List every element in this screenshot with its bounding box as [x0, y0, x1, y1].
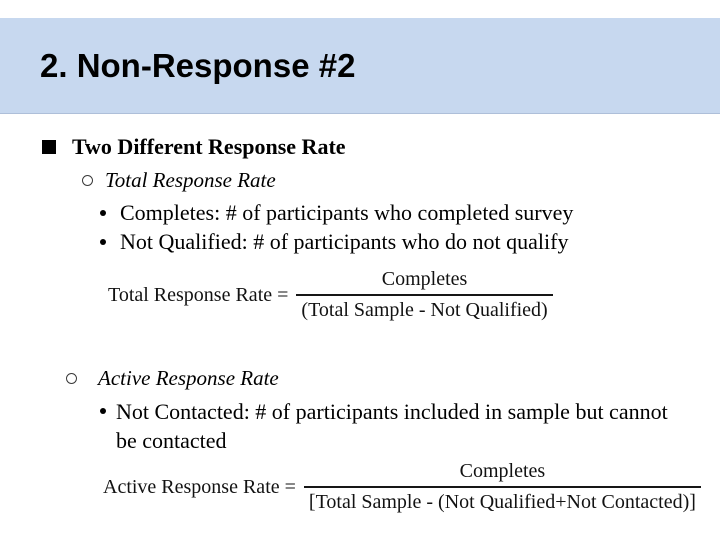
formula2-denominator: [Total Sample - (Not Qualified+Not Conta…	[308, 491, 696, 513]
circle-bullet-icon	[82, 175, 93, 186]
bullet-not-qualified: Not Qualified: # of participants who do …	[100, 227, 568, 256]
formula1-denominator: (Total Sample - Not Qualified)	[301, 299, 548, 321]
bullet-completes: Completes: # of participants who complet…	[100, 198, 573, 227]
formula1-fraction: Completes (Total Sample - Not Qualified)	[296, 268, 553, 322]
total-response-rate-label: Total Response Rate	[105, 168, 276, 192]
active-response-rate-formula: Active Response Rate = Completes [Total …	[103, 460, 701, 514]
formula2-fraction: Completes [Total Sample - (Not Qualified…	[303, 460, 701, 514]
heading-row: Two Different Response Rate	[42, 134, 346, 160]
heading-text: Two Different Response Rate	[72, 134, 346, 159]
total-response-rate-row: Total Response Rate	[82, 168, 276, 193]
formula1-numerator: Completes	[296, 268, 553, 296]
active-response-rate-row: Active Response Rate	[66, 366, 279, 391]
bullet-not-contacted-text: Not Contacted: # of participants include…	[116, 399, 668, 453]
dot-bullet-icon	[100, 408, 106, 414]
formula2-numerator: Completes	[303, 460, 701, 488]
formula2-lhs: Active Response Rate =	[103, 475, 296, 498]
bullet-not-qualified-text: Not Qualified: # of participants who do …	[120, 229, 569, 254]
bullet-completes-text: Completes: # of participants who complet…	[120, 200, 574, 225]
active-response-rate-label: Active Response Rate	[98, 366, 279, 390]
dot-bullet-icon	[100, 238, 106, 245]
square-bullet-icon	[42, 140, 56, 154]
circle-bullet-icon	[66, 373, 77, 384]
slide-title: 2. Non-Response #2	[40, 46, 356, 84]
total-response-rate-formula: Total Response Rate = Completes (Total S…	[108, 268, 553, 322]
formula1-lhs: Total Response Rate =	[108, 283, 289, 306]
dot-bullet-icon	[100, 209, 106, 216]
bullet-not-contacted: Not Contacted: # of participants include…	[100, 397, 676, 455]
title-band: 2. Non-Response #2	[0, 18, 720, 114]
